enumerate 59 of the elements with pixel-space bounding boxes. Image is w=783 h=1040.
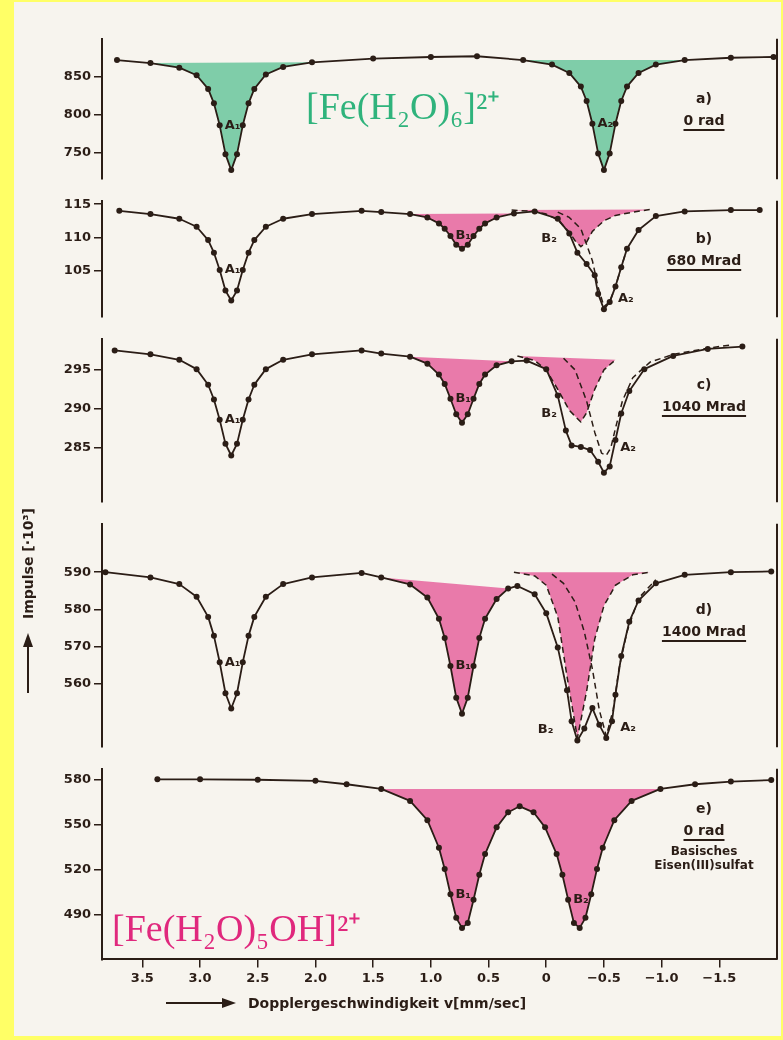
- y-tick-label: 800: [63, 106, 91, 122]
- annotation: B₂: [541, 230, 557, 246]
- y-tick-label: 580: [63, 770, 91, 786]
- annotation: 0 rad: [682, 822, 726, 838]
- x-tick-label: 2.5: [246, 969, 270, 985]
- annotation: 1400 Mrad: [660, 623, 748, 639]
- annotation: B₁: [455, 657, 472, 673]
- y-tick-label: 750: [63, 144, 91, 160]
- y-tick-label: 105: [63, 262, 91, 278]
- x-tick-label: 0: [541, 969, 551, 985]
- y-tick-label: 285: [63, 439, 91, 455]
- annotation: c): [695, 376, 713, 392]
- x-tick-label: 1.5: [361, 969, 385, 985]
- x-tick-label: 3.5: [130, 969, 154, 985]
- y-tick-label: 590: [63, 563, 91, 579]
- y-tick-label: 490: [63, 905, 91, 921]
- annotation: A₂: [597, 115, 614, 131]
- annotation: A₂: [617, 289, 634, 305]
- annotation: B₂: [537, 721, 554, 737]
- x-tick-label: −1.5: [702, 969, 737, 985]
- y-tick-label: 570: [63, 638, 91, 654]
- y-axis-title: Impulse [·10³]: [20, 507, 36, 619]
- x-tick-label: 1.0: [419, 969, 443, 985]
- y-tick-label: 290: [63, 400, 91, 416]
- annotation: d): [694, 601, 714, 617]
- annotation: A₂: [620, 438, 636, 454]
- x-tick-label: −1.0: [644, 969, 679, 985]
- annotation: a): [695, 90, 713, 106]
- x-tick-label: 0.5: [477, 969, 501, 985]
- annotation: B₁: [455, 227, 472, 243]
- annotation: A₁: [224, 653, 241, 669]
- y-tick-label: 560: [63, 675, 91, 691]
- y-tick-label: 580: [63, 600, 91, 616]
- y-tick-label: 550: [63, 815, 91, 831]
- text: [Fe(H₂O)₅OH]²⁺: [112, 906, 362, 951]
- x-tick-label: −0.5: [586, 969, 621, 985]
- y-tick-label: 520: [63, 860, 91, 876]
- annotation: A₂: [620, 719, 636, 735]
- annotation: B₁: [455, 885, 472, 901]
- annotation: B₁: [455, 390, 472, 406]
- annotation: 0 rad: [682, 112, 726, 128]
- annotation: e): [695, 800, 713, 816]
- annotation: A₁: [224, 411, 241, 427]
- annotation: B₂: [541, 405, 557, 421]
- x-tick-label: 2.0: [303, 969, 327, 985]
- annotation: b): [694, 230, 714, 246]
- x-tick-label: 3.0: [188, 969, 212, 985]
- annotation: A₁: [224, 116, 241, 132]
- y-tick-label: 850: [63, 68, 91, 84]
- text: [Fe(H₂O)₆]²⁺: [306, 84, 501, 129]
- y-tick-label: 110: [63, 228, 91, 244]
- y-tick-label: 115: [63, 195, 91, 211]
- x-axis-title: Dopplergeschwindigkeit v[mm/sec]: [248, 995, 527, 1011]
- annotation: 680 Mrad: [665, 252, 743, 268]
- annotation: Basisches Eisen(III)sulfat: [653, 844, 755, 872]
- annotation: A₁: [224, 261, 241, 277]
- annotation: B₂: [573, 891, 589, 907]
- annotation: 1040 Mrad: [660, 398, 748, 414]
- y-tick-label: 295: [63, 361, 91, 377]
